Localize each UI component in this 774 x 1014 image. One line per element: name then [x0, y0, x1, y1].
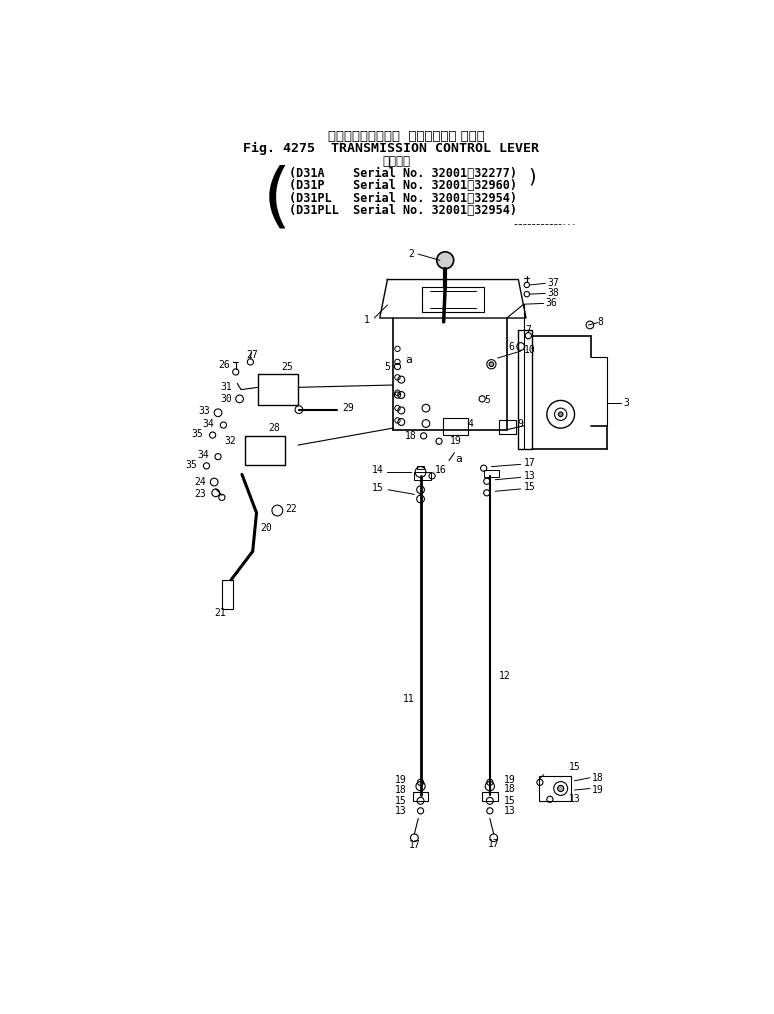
Text: 1: 1: [364, 315, 370, 325]
Text: 38: 38: [547, 288, 560, 298]
Text: 29: 29: [342, 404, 354, 413]
Text: 34: 34: [203, 419, 214, 429]
Text: 19: 19: [450, 436, 461, 446]
Text: 18: 18: [395, 785, 406, 795]
Text: 5: 5: [485, 395, 491, 406]
Text: 15: 15: [372, 484, 384, 493]
Text: 23: 23: [195, 490, 207, 499]
Bar: [245, 436, 285, 465]
Text: 9: 9: [518, 419, 523, 429]
Polygon shape: [380, 280, 526, 318]
Text: 19: 19: [504, 775, 515, 785]
Text: Fig. 4275  TRANSMISSION CONTROL LEVER: Fig. 4275 TRANSMISSION CONTROL LEVER: [243, 142, 539, 155]
Text: 19: 19: [591, 785, 603, 795]
Bar: [484, 469, 499, 478]
Bar: [499, 421, 516, 434]
Text: 17: 17: [524, 457, 536, 467]
Text: 34: 34: [198, 450, 210, 460]
Text: 5: 5: [385, 362, 391, 371]
Text: 15: 15: [504, 796, 515, 806]
Bar: [519, 330, 533, 449]
Text: 7: 7: [526, 324, 531, 335]
Text: 30: 30: [220, 393, 232, 404]
Text: 35: 35: [186, 460, 197, 470]
Bar: [539, 776, 571, 801]
Circle shape: [437, 251, 454, 269]
Text: 適用号機: 適用号機: [382, 155, 411, 167]
Text: 2: 2: [409, 249, 414, 260]
Text: 11: 11: [402, 695, 414, 704]
Text: 24: 24: [195, 477, 207, 487]
Text: (D31A    Serial No. 32001～32277): (D31A Serial No. 32001～32277): [289, 167, 517, 180]
Text: 33: 33: [199, 407, 211, 416]
Bar: [422, 287, 484, 312]
Text: a: a: [456, 454, 462, 464]
Text: 19: 19: [395, 775, 406, 785]
Text: (D31P    Serial No. 32001～32960): (D31P Serial No. 32001～32960): [289, 179, 517, 193]
Text: 28: 28: [269, 423, 280, 433]
Text: 13: 13: [524, 470, 536, 481]
Text: 3: 3: [623, 397, 629, 408]
Text: ): ): [529, 167, 536, 187]
Text: (D31PLL  Serial No. 32001～32954): (D31PLL Serial No. 32001～32954): [289, 204, 517, 217]
Text: 22: 22: [285, 504, 296, 514]
Text: 10: 10: [524, 345, 536, 355]
Bar: [258, 374, 298, 405]
Circle shape: [557, 786, 563, 792]
Text: 15: 15: [395, 796, 406, 806]
Text: 20: 20: [260, 523, 272, 533]
Text: 35: 35: [192, 429, 204, 439]
Text: 8: 8: [598, 317, 604, 327]
Text: 17: 17: [409, 841, 420, 851]
Text: 16: 16: [434, 465, 446, 476]
Text: - - -: - - -: [563, 221, 575, 227]
Text: 26: 26: [217, 360, 230, 370]
Text: a: a: [405, 355, 412, 365]
Text: 15: 15: [524, 483, 536, 493]
Bar: [413, 792, 428, 801]
Text: 18: 18: [591, 773, 603, 783]
Text: 25: 25: [282, 362, 293, 371]
Text: 37: 37: [547, 279, 560, 288]
Text: 12: 12: [499, 671, 511, 681]
Circle shape: [558, 412, 563, 417]
Text: 13: 13: [395, 806, 406, 816]
Text: 32: 32: [224, 436, 236, 446]
Text: 18: 18: [405, 431, 416, 441]
Bar: [416, 465, 424, 468]
Text: トランスミッション  コントロール レバー: トランスミッション コントロール レバー: [328, 130, 485, 143]
Text: (D31PL   Serial No. 32001～32954): (D31PL Serial No. 32001～32954): [289, 192, 517, 205]
Text: 17: 17: [488, 839, 499, 849]
Bar: [222, 580, 233, 609]
Text: (: (: [263, 164, 292, 233]
Text: 31: 31: [220, 382, 232, 392]
Text: 18: 18: [504, 784, 515, 794]
Text: 13: 13: [569, 794, 580, 804]
Bar: [414, 473, 431, 480]
Text: 13: 13: [504, 806, 515, 816]
Text: 6: 6: [509, 342, 515, 352]
Text: 4: 4: [467, 420, 474, 429]
Text: 15: 15: [569, 762, 580, 772]
Text: 27: 27: [247, 350, 259, 360]
Bar: [443, 418, 467, 435]
Text: 14: 14: [372, 465, 384, 476]
Bar: [482, 792, 498, 801]
Circle shape: [489, 362, 494, 366]
Text: 36: 36: [546, 298, 557, 308]
Text: 21: 21: [214, 608, 226, 618]
